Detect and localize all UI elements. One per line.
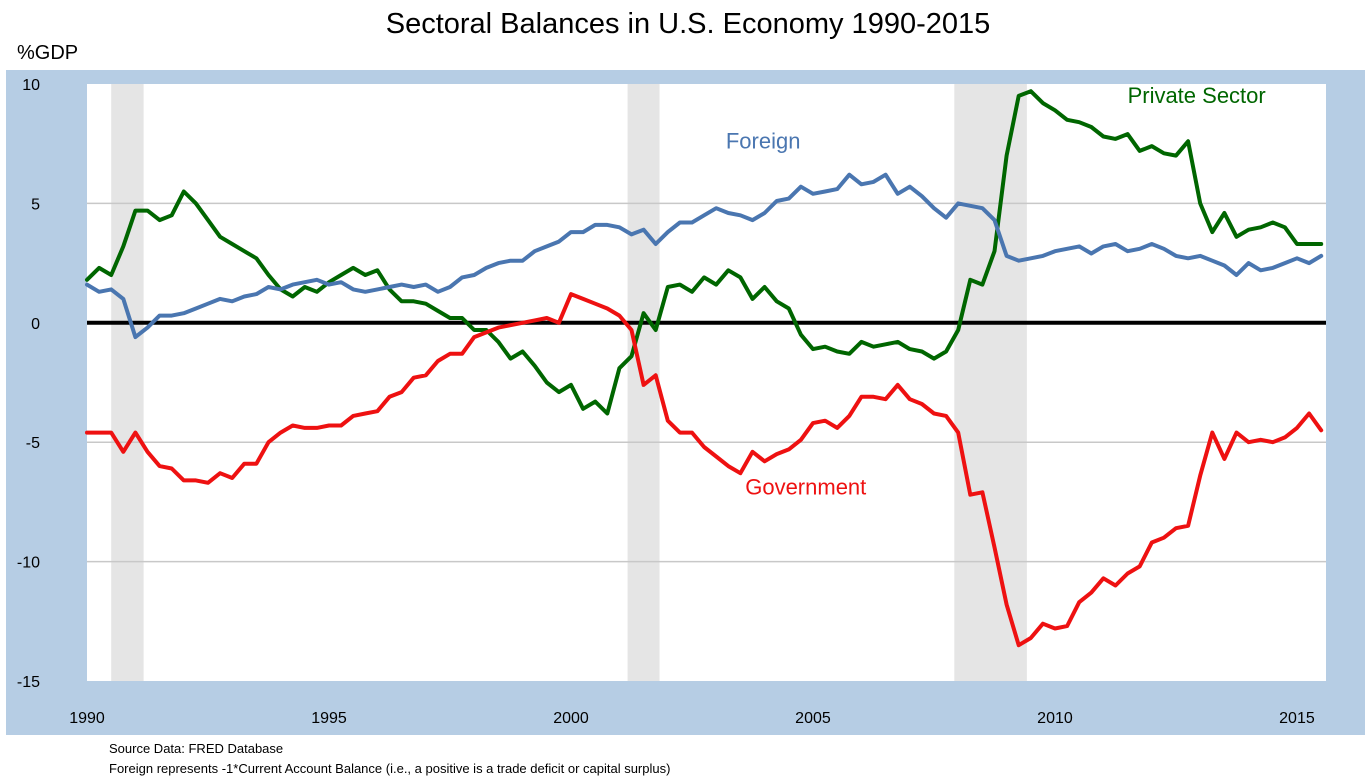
x-tick-label: 1995 [311, 710, 347, 727]
x-tick-label: 2010 [1037, 710, 1073, 727]
y-tick-label: 5 [31, 196, 40, 213]
x-tick-label: 1990 [69, 710, 105, 727]
y-tick-label: -5 [26, 435, 40, 452]
recession-band [954, 84, 1027, 681]
government-line [85, 292, 1324, 648]
foreign-label: Foreign [726, 128, 801, 153]
y-axis-units: %GDP [17, 42, 79, 64]
plot-area [87, 84, 1326, 681]
government-label: Government [745, 475, 866, 500]
source-note: Source Data: FRED Database [109, 741, 284, 756]
private-sector-line [85, 89, 1324, 416]
foreign-line [85, 172, 1324, 340]
y-tick-label: -10 [17, 555, 40, 572]
x-tick-label: 2000 [553, 710, 589, 727]
foreign-definition-note: Foreign represents -1*Current Account Ba… [109, 761, 671, 776]
recession-band [111, 84, 144, 681]
y-tick-label: 0 [31, 316, 40, 333]
chart-title: Sectoral Balances in U.S. Economy 1990-2… [385, 8, 991, 40]
x-tick-label: 2015 [1279, 710, 1315, 727]
y-tick-label: 10 [22, 77, 40, 94]
y-tick-label: -15 [17, 674, 40, 691]
x-tick-label: 2005 [795, 710, 831, 727]
sectoral-balances-chart: 10 5 0 -5 -10 -15 1990 1995 2000 2005 2010 2015 Priv… [6, 70, 1365, 735]
private-sector-label: Private Sector [1128, 83, 1266, 108]
